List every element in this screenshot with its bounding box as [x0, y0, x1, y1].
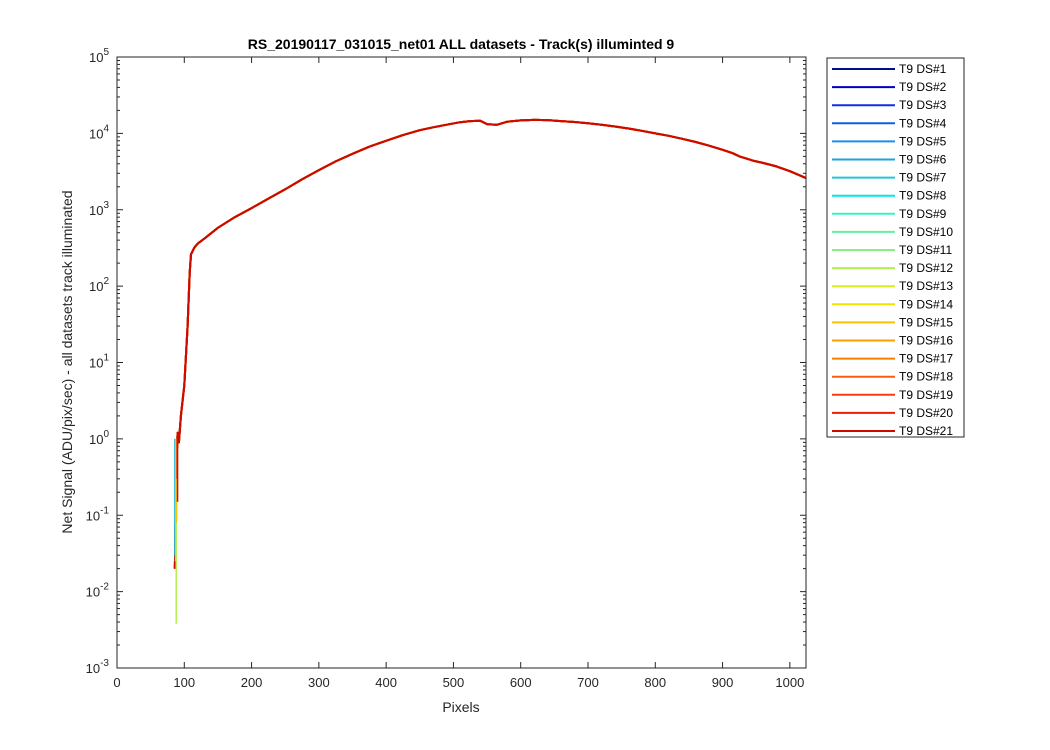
x-tick-label: 400 — [375, 675, 397, 690]
y-tick-label: 10-1 — [86, 505, 110, 523]
legend-label: T9 DS#3 — [899, 98, 947, 112]
legend-label: T9 DS#16 — [899, 334, 953, 348]
legend-label: T9 DS#11 — [899, 243, 952, 257]
y-tick-label: 10-2 — [86, 582, 110, 600]
legend-label: T9 DS#5 — [899, 134, 947, 148]
x-tick-label: 800 — [644, 675, 666, 690]
legend-items: T9 DS#1 T9 DS#2 T9 DS#3 T9 DS#4 T9 DS#5 T9 DS… — [832, 62, 953, 438]
x-tick-label: 700 — [577, 675, 599, 690]
legend: T9 DS#1 T9 DS#2 T9 DS#3 T9 DS#4 T9 DS#5 T9 DS… — [826, 57, 965, 438]
x-tick-label: 500 — [443, 675, 465, 690]
y-tick-label: 10-3 — [86, 658, 110, 676]
y-axis-label: Net Signal (ADU/pix/sec) - all datasets … — [59, 190, 75, 533]
legend-label: T9 DS#15 — [899, 315, 953, 329]
legend-label: T9 DS#12 — [899, 261, 953, 275]
legend-label: T9 DS#14 — [899, 297, 953, 311]
axes-background — [117, 57, 806, 668]
axis-ticks: 0 100 200 300 400 500 600 700 800 900 1000 10-3 10-2… — [86, 47, 806, 690]
chart-title: RS_20190117_031015_net01 ALL datasets - … — [248, 36, 675, 52]
series-line — [173, 118, 807, 569]
legend-label: T9 DS#1 — [899, 62, 947, 76]
legend-label: T9 DS#8 — [899, 189, 947, 203]
x-tick-label: 600 — [510, 675, 532, 690]
axes-frame — [116, 56, 807, 669]
x-tick-label: 1000 — [775, 675, 804, 690]
legend-label: T9 DS#10 — [899, 225, 953, 239]
y-tick-label: 102 — [89, 276, 109, 294]
plot-area — [173, 118, 807, 624]
legend-box — [826, 57, 965, 438]
legend-label: T9 DS#20 — [899, 406, 953, 420]
legend-label: T9 DS#4 — [899, 116, 947, 130]
x-tick-label: 300 — [308, 675, 330, 690]
legend-label: T9 DS#21 — [899, 424, 953, 438]
legend-label: T9 DS#9 — [899, 207, 947, 221]
legend-label: T9 DS#2 — [899, 80, 947, 94]
x-tick-label: 900 — [712, 675, 734, 690]
legend-label: T9 DS#13 — [899, 279, 953, 293]
x-tick-label: 200 — [241, 675, 263, 690]
legend-label: T9 DS#19 — [899, 388, 953, 402]
x-tick-label: 0 — [113, 675, 120, 690]
y-tick-label: 105 — [89, 47, 109, 65]
legend-label: T9 DS#17 — [899, 352, 953, 366]
legend-label: T9 DS#18 — [899, 370, 953, 384]
legend-label: T9 DS#6 — [899, 153, 947, 167]
x-tick-label: 100 — [173, 675, 195, 690]
x-axis-label: Pixels — [442, 699, 479, 715]
y-tick-label: 101 — [89, 353, 109, 371]
y-tick-label: 104 — [89, 123, 109, 141]
y-tick-label: 103 — [89, 200, 109, 218]
legend-label: T9 DS#7 — [899, 171, 947, 185]
y-tick-label: 100 — [89, 429, 109, 447]
